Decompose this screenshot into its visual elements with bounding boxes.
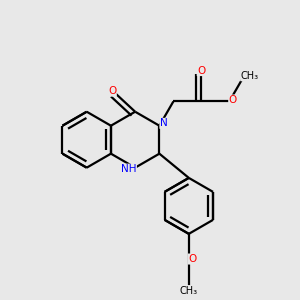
Text: N: N — [160, 118, 168, 128]
Text: O: O — [188, 254, 196, 264]
Text: O: O — [108, 86, 116, 96]
Text: O: O — [197, 66, 206, 76]
Text: O: O — [229, 95, 237, 105]
Text: CH₃: CH₃ — [180, 286, 198, 296]
Text: CH₃: CH₃ — [241, 71, 259, 81]
Text: NH: NH — [121, 164, 136, 174]
